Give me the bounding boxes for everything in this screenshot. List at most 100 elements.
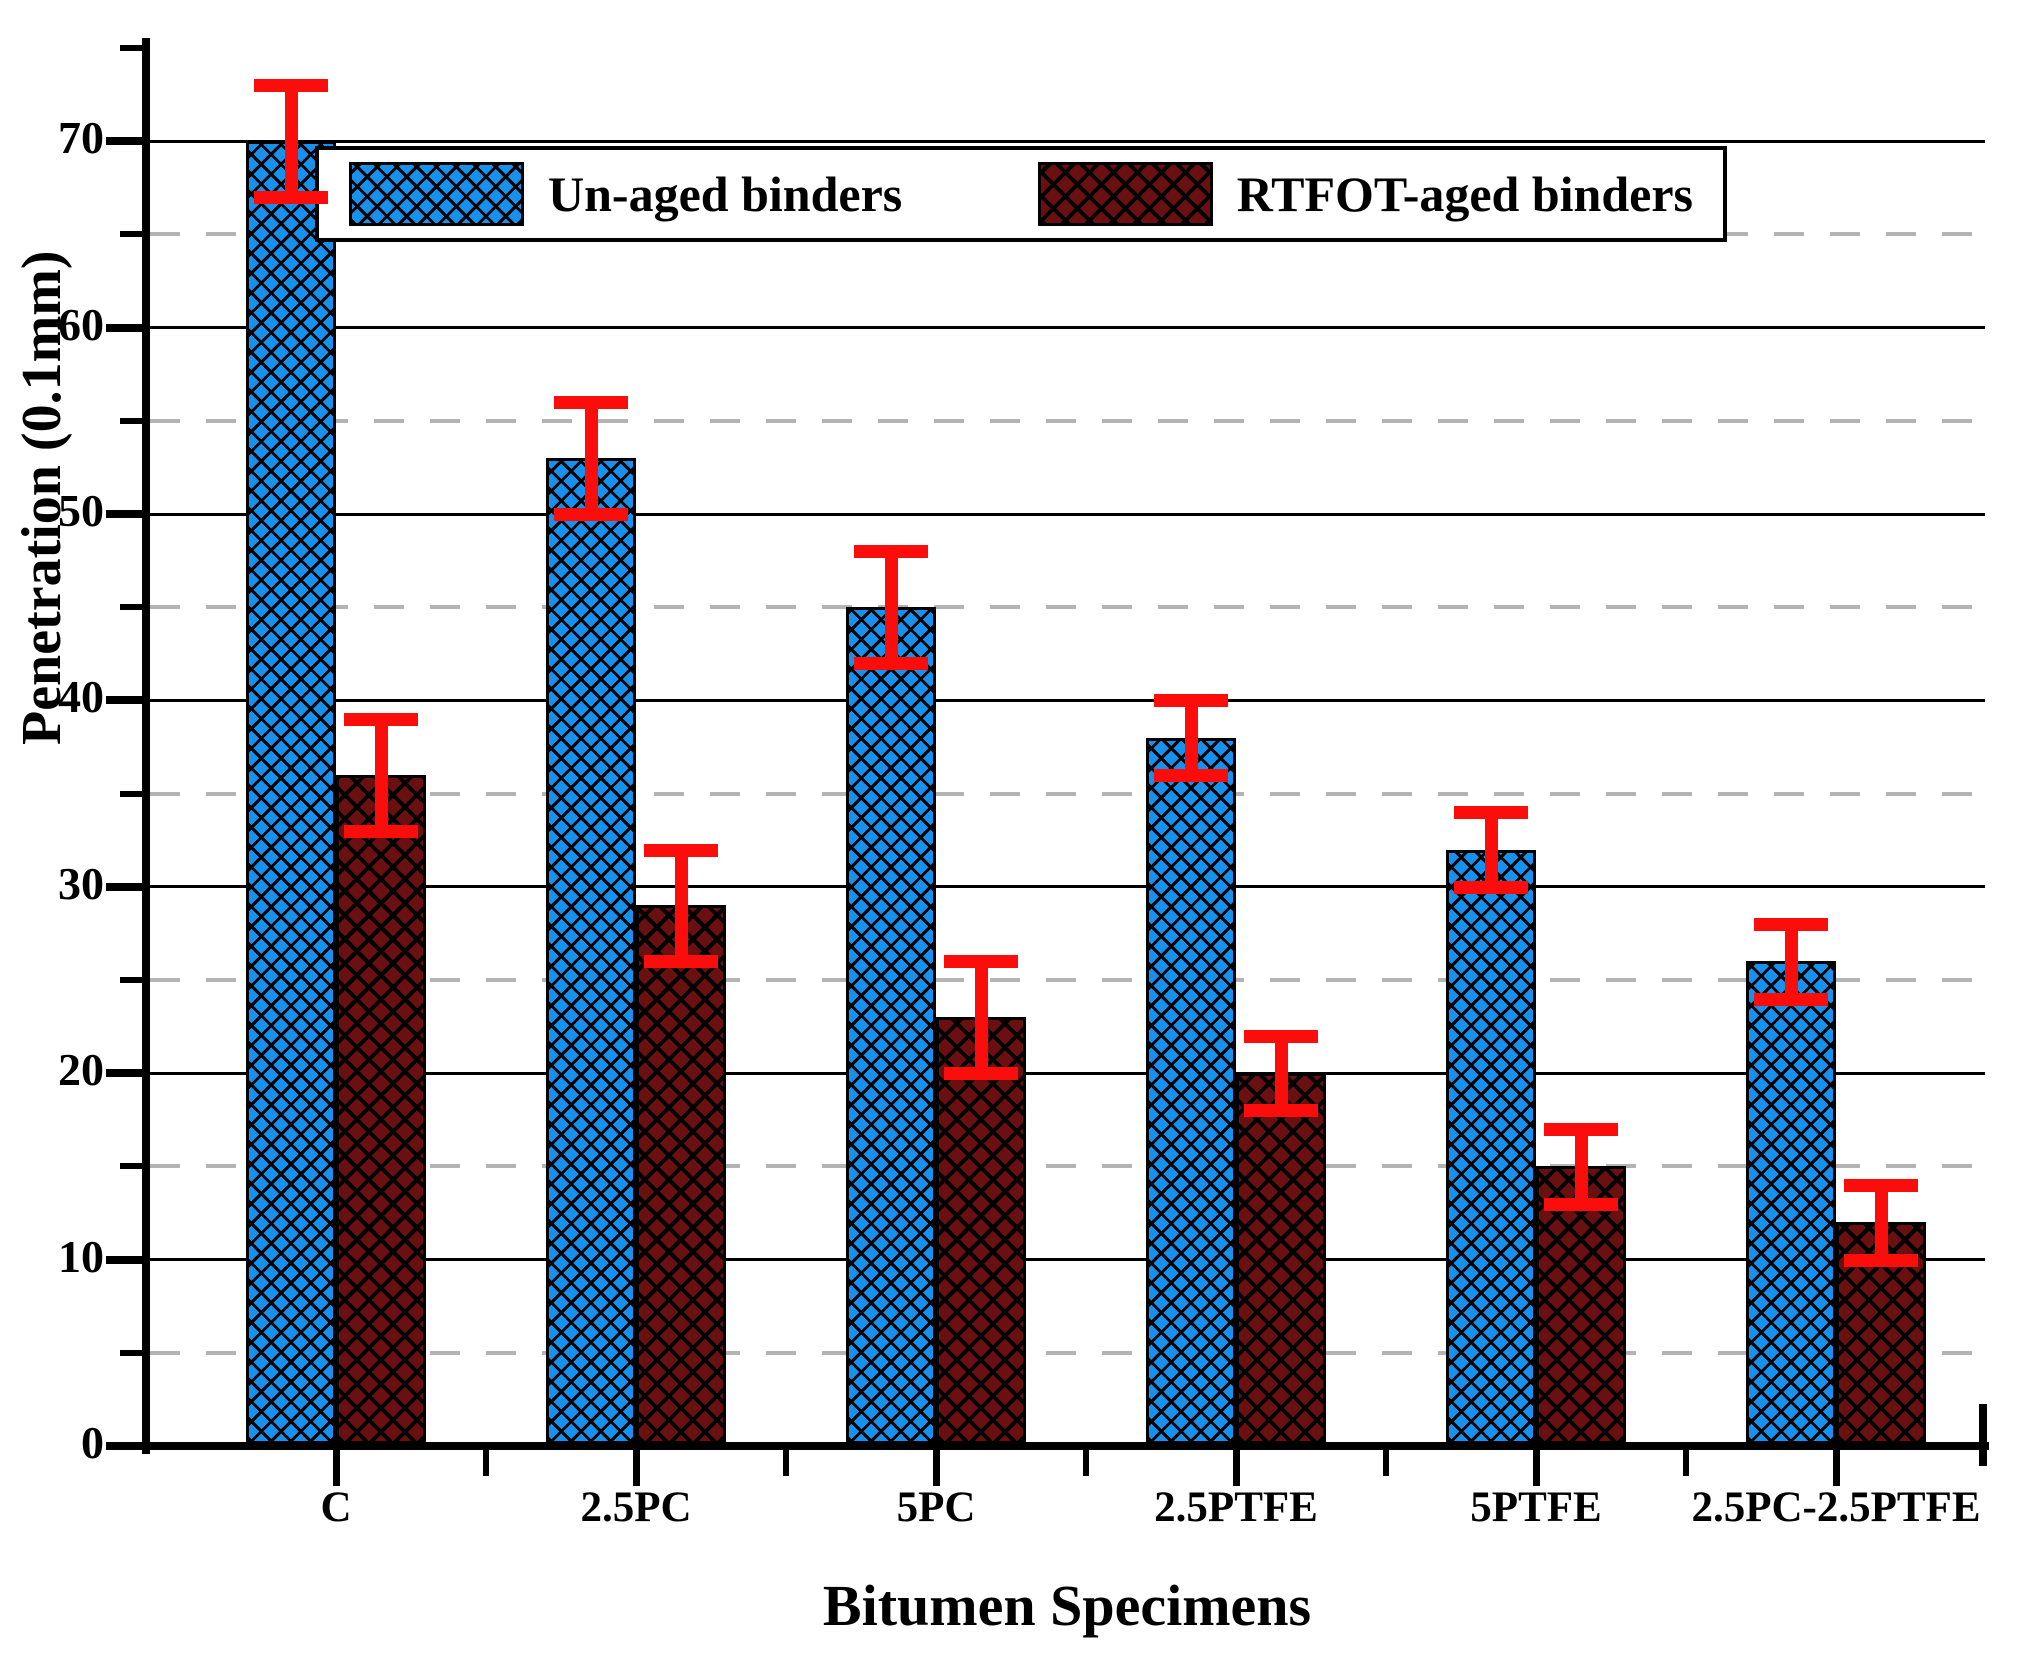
x-category-label-2.5PC: 2.5PC (580, 1484, 692, 1531)
bar-aged-2.5PTFE (1236, 1073, 1326, 1444)
y-tick-label-50: 50 (58, 485, 104, 536)
gridline-minor-25 (150, 978, 1985, 982)
y-tick-label-60: 60 (58, 298, 104, 350)
error-cap-top-aged-2.5PTFE (1244, 1029, 1318, 1043)
gridline-major-10 (150, 1258, 1985, 1262)
error-rod-aged-5PTFE (1574, 1129, 1588, 1204)
error-cap-bottom-aged-C (344, 824, 418, 838)
x-major-tick-2.5PC-2.5PTFE (1832, 1450, 1840, 1486)
error-cap-top-aged-C (344, 713, 418, 727)
x-minor-tick-3 (1383, 1450, 1389, 1476)
bar-unaged-2.5PTFE (1146, 737, 1236, 1444)
error-rod-unaged-2.5PC-2.5PTFE (1784, 924, 1798, 999)
gridline-major-20 (150, 1071, 1985, 1075)
error-cap-top-aged-2.5PC (644, 843, 718, 857)
error-cap-top-unaged-5PTFE (1454, 806, 1528, 820)
y-tick-label-10: 10 (58, 1230, 104, 1282)
error-cap-bottom-unaged-5PTFE (1454, 880, 1528, 894)
error-rod-unaged-2.5PTFE (1184, 700, 1198, 775)
bar-aged-5PC (936, 1017, 1026, 1444)
gridline-major-40 (150, 698, 1985, 702)
unaged-swatch-icon (349, 162, 524, 226)
gridline-major-50 (150, 512, 1985, 516)
x-axis-title: Bitumen Specimens (822, 1573, 1312, 1638)
y-major-tick-40 (106, 696, 142, 705)
gridline-minor-15 (150, 1164, 1985, 1169)
error-cap-bottom-aged-5PC (944, 1067, 1018, 1081)
bar-unaged-2.5PC (546, 458, 636, 1444)
x-category-label-5PC: 5PC (896, 1484, 976, 1531)
x-category-label-2.5PTFE: 2.5PTFE (1154, 1484, 1318, 1531)
error-cap-bottom-aged-5PTFE (1544, 1197, 1618, 1211)
error-cap-bottom-aged-2.5PC-2.5PTFE (1844, 1253, 1918, 1267)
bar-unaged-5PTFE (1446, 849, 1536, 1444)
y-minor-tick-35 (120, 790, 142, 797)
bar-unaged-2.5PC-2.5PTFE (1746, 961, 1836, 1444)
error-rod-aged-2.5PTFE (1274, 1035, 1288, 1111)
x-major-tick-C (332, 1450, 340, 1486)
error-cap-top-unaged-2.5PTFE (1154, 694, 1228, 708)
y-tick-label-30: 30 (58, 857, 104, 909)
error-cap-bottom-unaged-5PC (854, 657, 928, 671)
gridline-minor-35 (150, 791, 1985, 796)
y-minor-tick-5 (120, 1349, 142, 1356)
y-tick-label-20: 20 (58, 1044, 104, 1096)
error-cap-bottom-unaged-C (254, 191, 328, 205)
error-cap-bottom-unaged-2.5PTFE (1154, 768, 1228, 782)
y-tick-label-40: 40 (58, 671, 104, 723)
gridline-minor-5 (150, 1350, 1985, 1355)
x-major-tick-2.5PTFE (1232, 1450, 1240, 1486)
error-cap-bottom-aged-2.5PTFE (1244, 1104, 1318, 1118)
legend: Un-aged binders RTFOT-aged binders (315, 146, 1727, 242)
error-rod-aged-5PC (974, 961, 988, 1074)
y-major-tick-60 (106, 323, 142, 332)
legend-label-unaged: Un-aged binders (548, 166, 903, 222)
x-major-tick-5PTFE (1532, 1450, 1540, 1486)
y-tick-label-70: 70 (58, 112, 104, 164)
x-category-label-C: C (320, 1484, 352, 1531)
y-minor-tick-45 (120, 604, 142, 611)
y-tick-label-0: 0 (81, 1417, 104, 1468)
y-minor-tick-75 (120, 45, 142, 51)
legend-item-unaged: Un-aged binders (349, 162, 902, 226)
y-minor-tick-65 (120, 231, 142, 238)
bar-unaged-5PC (846, 607, 936, 1444)
x-minor-tick-2 (1083, 1450, 1089, 1476)
error-rod-aged-2.5PC (674, 849, 688, 962)
x-category-label-2.5PC-2.5PTFE: 2.5PC-2.5PTFE (1691, 1484, 1981, 1531)
error-cap-top-aged-5PTFE (1544, 1123, 1618, 1137)
y-major-tick-30 (106, 882, 142, 891)
error-cap-bottom-unaged-2.5PC (554, 508, 628, 521)
legend-item-rtfot: RTFOT-aged binders (1037, 162, 1693, 226)
error-rod-unaged-5PTFE (1484, 812, 1498, 887)
gridline-major-30 (150, 885, 1985, 889)
error-cap-top-unaged-2.5PC (554, 396, 628, 410)
rtfot-swatch-icon (1037, 162, 1213, 226)
gridline-major-60 (150, 326, 1985, 330)
y-minor-tick-55 (120, 417, 142, 424)
x-minor-tick-4 (1683, 1450, 1689, 1476)
x-axis-line (142, 1442, 1989, 1450)
x-minor-tick-0 (483, 1450, 489, 1476)
x-major-tick-2.5PC (632, 1450, 640, 1486)
error-rod-aged-2.5PC-2.5PTFE (1874, 1185, 1888, 1260)
error-cap-bottom-aged-2.5PC (644, 955, 718, 969)
y-major-tick-0 (106, 1442, 142, 1450)
error-rod-unaged-2.5PC (584, 402, 598, 514)
gridline-minor-55 (150, 418, 1985, 423)
x-major-tick-5PC (932, 1450, 940, 1486)
legend-label-rtfot: RTFOT-aged binders (1236, 166, 1693, 222)
error-cap-bottom-unaged-2.5PC-2.5PTFE (1754, 992, 1828, 1006)
bar-aged-5PTFE (1536, 1166, 1626, 1444)
error-cap-top-aged-2.5PC-2.5PTFE (1844, 1179, 1918, 1193)
y-axis-line (142, 38, 150, 1454)
error-rod-aged-C (374, 719, 388, 831)
error-rod-unaged-5PC (884, 551, 898, 664)
bar-unaged-C (246, 141, 336, 1444)
y-major-tick-70 (106, 137, 142, 146)
y-minor-tick-15 (120, 1163, 142, 1170)
x-minor-tick-1 (783, 1450, 789, 1476)
gridline-minor-45 (150, 605, 1985, 610)
y-major-tick-10 (106, 1255, 142, 1264)
